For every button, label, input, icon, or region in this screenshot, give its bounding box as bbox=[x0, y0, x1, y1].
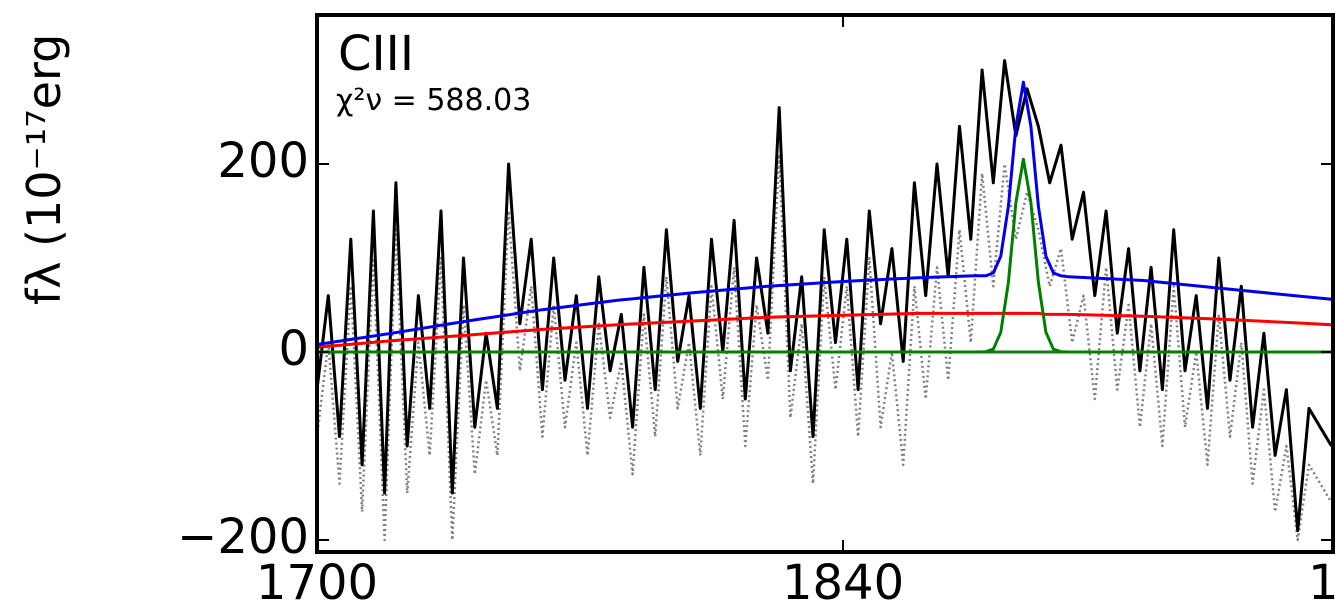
y-tick-label: −200 bbox=[177, 509, 309, 565]
y-axis-label: fλ (10⁻¹⁷erg bbox=[17, 34, 71, 305]
fit-statistic: χ²ν = 588.03 bbox=[336, 83, 531, 118]
plot-frame bbox=[315, 13, 1335, 554]
y-tick-label: 200 bbox=[217, 133, 309, 189]
x-tick-label: 1980 bbox=[1308, 555, 1335, 610]
x-tick-label: 1700 bbox=[256, 555, 378, 610]
x-tick-label: 1840 bbox=[782, 555, 904, 610]
series-line bbox=[317, 80, 1332, 346]
line-label: CIII bbox=[338, 26, 414, 82]
plot-area bbox=[317, 59, 1333, 542]
series-line bbox=[317, 157, 1332, 354]
y-tick-label: 0 bbox=[278, 321, 309, 377]
series-line bbox=[317, 153, 1333, 542]
